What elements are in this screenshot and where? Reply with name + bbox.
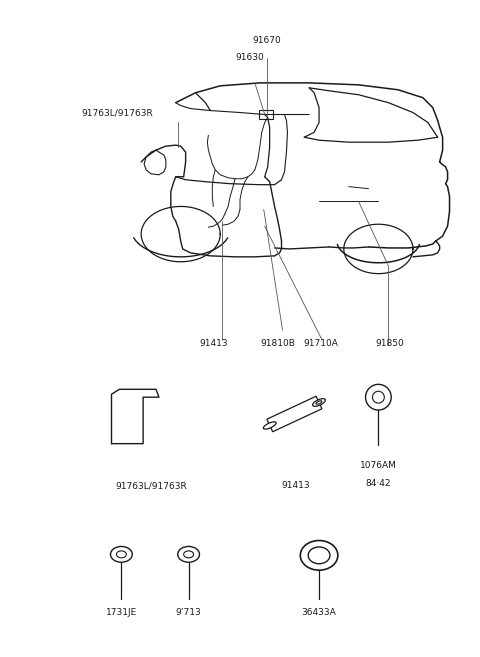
Text: 91670: 91670 — [252, 36, 281, 45]
Text: 91630: 91630 — [236, 53, 264, 62]
Text: 91763L/91763R: 91763L/91763R — [115, 481, 187, 490]
Ellipse shape — [264, 422, 276, 429]
Ellipse shape — [300, 541, 338, 570]
Text: 91413: 91413 — [199, 339, 228, 348]
Text: 1076AM: 1076AM — [360, 461, 397, 470]
Ellipse shape — [117, 551, 126, 558]
Ellipse shape — [308, 547, 330, 564]
Ellipse shape — [178, 547, 200, 562]
Text: 91710A: 91710A — [304, 339, 338, 348]
Text: 9’713: 9’713 — [176, 608, 202, 617]
Circle shape — [366, 384, 391, 410]
Text: 91413: 91413 — [281, 481, 310, 490]
Polygon shape — [267, 396, 322, 432]
Ellipse shape — [316, 401, 322, 404]
FancyBboxPatch shape — [259, 110, 273, 120]
Circle shape — [372, 392, 384, 403]
Ellipse shape — [312, 399, 325, 407]
Text: 91850: 91850 — [376, 339, 405, 348]
Text: 36433A: 36433A — [302, 608, 336, 617]
Ellipse shape — [110, 547, 132, 562]
Text: 91763L/91763R: 91763L/91763R — [82, 108, 154, 118]
Text: 84·42: 84·42 — [366, 479, 391, 488]
Ellipse shape — [184, 551, 193, 558]
Text: 91810B: 91810B — [260, 339, 295, 348]
Text: 1731JE: 1731JE — [106, 608, 137, 617]
